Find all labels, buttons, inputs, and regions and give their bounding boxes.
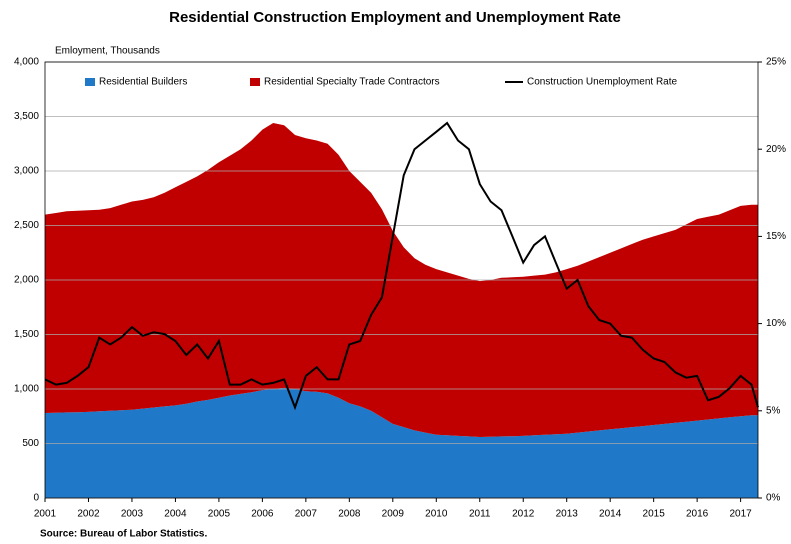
legend-label: Construction Unemployment Rate — [527, 77, 678, 88]
legend-label: Residential Builders — [99, 77, 187, 88]
y-tick-label: 4,000 — [14, 57, 39, 68]
x-tick-label: 2012 — [512, 509, 535, 520]
x-tick-label: 2005 — [208, 509, 231, 520]
y2-tick-label: 15% — [766, 231, 786, 242]
y-axis-label: Emloyment, Thousands — [55, 46, 160, 57]
x-tick-label: 2009 — [382, 509, 405, 520]
y2-tick-label: 0% — [766, 493, 781, 504]
legend-swatch — [250, 78, 260, 86]
x-tick-label: 2011 — [469, 509, 491, 520]
x-tick-label: 2016 — [686, 509, 709, 520]
x-tick-label: 2017 — [729, 509, 752, 520]
line — [44, 121, 759, 411]
y-tick-label: 3,500 — [14, 111, 39, 122]
y-tick-label: 2,000 — [14, 275, 39, 286]
x-tick-label: 2003 — [121, 509, 144, 520]
legend-label: Residential Specialty Trade Contractors — [264, 77, 440, 88]
legend-swatch — [85, 78, 95, 86]
source: Source: Bureau of Labor Statistics. — [40, 529, 207, 540]
y-tick-label: 1,500 — [14, 329, 39, 340]
x-tick-label: 2007 — [295, 509, 318, 520]
area — [45, 387, 758, 498]
y-tick-label: 1,000 — [14, 384, 39, 395]
x-tick-label: 2004 — [164, 509, 187, 520]
x-tick-label: 2013 — [556, 509, 579, 520]
y-tick-label: 500 — [22, 438, 39, 449]
x-tick-label: 2008 — [338, 509, 361, 520]
y2-tick-label: 5% — [766, 405, 781, 416]
y-tick-label: 3,000 — [14, 166, 39, 177]
x-tick-label: 2014 — [599, 509, 622, 520]
x-tick-label: 2001 — [34, 509, 57, 520]
x-tick-label: 2015 — [643, 509, 666, 520]
x-tick-label: 2010 — [425, 509, 448, 520]
y2-tick-label: 20% — [766, 144, 786, 155]
y-tick-label: 2,500 — [14, 220, 39, 231]
y2-tick-label: 10% — [766, 318, 786, 329]
y-tick-label: 0 — [33, 493, 39, 504]
x-tick-label: 2006 — [251, 509, 274, 520]
plot-frame — [44, 61, 759, 499]
chart-title: Residential Construction Employment and … — [169, 9, 621, 26]
x-tick-label: 2002 — [77, 509, 100, 520]
y2-tick-label: 25% — [766, 57, 786, 68]
